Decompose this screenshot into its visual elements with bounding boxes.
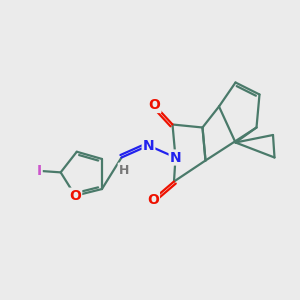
Text: O: O: [148, 98, 160, 112]
Text: O: O: [69, 189, 81, 203]
Text: N: N: [143, 139, 154, 152]
Text: I: I: [37, 164, 42, 178]
Text: O: O: [147, 193, 159, 206]
Text: N: N: [170, 151, 181, 164]
Text: H: H: [119, 164, 129, 177]
